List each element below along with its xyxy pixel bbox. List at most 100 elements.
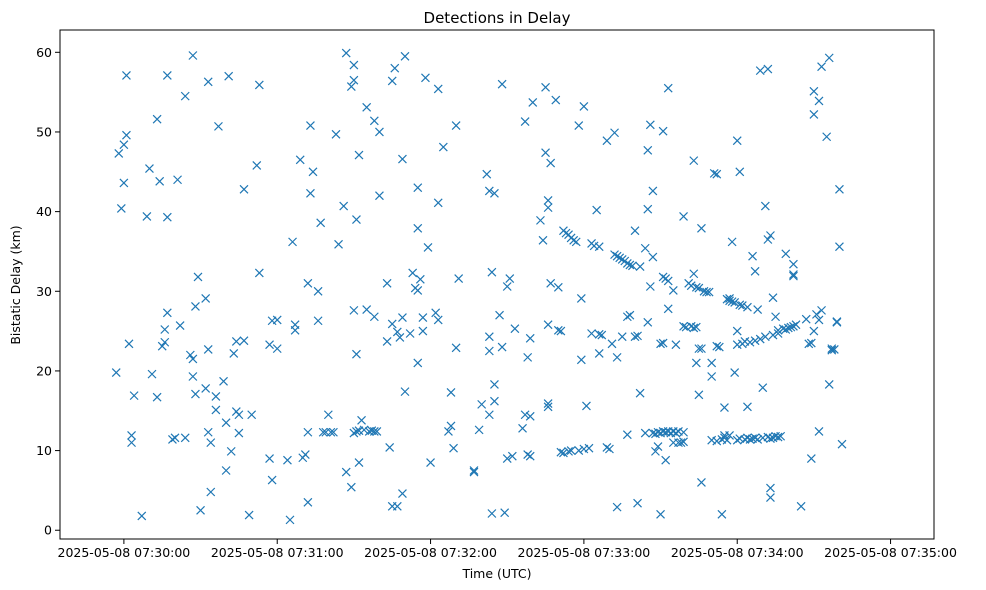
x-axis-label: Time (UTC) [461, 566, 531, 581]
data-point [203, 427, 213, 437]
data-point [796, 501, 806, 511]
data-point [758, 383, 768, 393]
data-point [341, 467, 351, 477]
data-point [211, 391, 221, 401]
data-point [551, 95, 561, 105]
data-point [155, 176, 165, 186]
data-point [193, 272, 203, 282]
data-point [546, 158, 556, 168]
data-point [536, 215, 545, 225]
data-point [484, 332, 494, 342]
data-point [168, 435, 177, 444]
data-point [584, 443, 594, 453]
y-tick-label: 40 [36, 204, 52, 219]
data-point [413, 183, 423, 193]
data-point [116, 204, 126, 213]
data-point [444, 427, 453, 436]
data-point [574, 446, 584, 456]
data-point [362, 305, 372, 315]
data-point [254, 268, 264, 278]
data-point [354, 150, 364, 160]
data-point [469, 467, 479, 477]
data-point [668, 286, 678, 295]
data-point [329, 427, 338, 437]
x-tick-label: 2025-05-08 07:34:00 [671, 545, 804, 560]
data-point [645, 282, 655, 291]
data-point [743, 402, 752, 412]
data-point [390, 63, 400, 73]
data-point [829, 344, 839, 354]
data-point [469, 466, 479, 475]
data-point [605, 444, 614, 454]
data-point [431, 308, 441, 318]
data-point [525, 451, 535, 461]
data-point [763, 235, 773, 244]
data-point [490, 396, 499, 406]
data-point [520, 410, 530, 420]
data-point [694, 283, 704, 293]
data-point [663, 276, 673, 286]
data-point [553, 282, 563, 292]
data-point [426, 458, 435, 467]
data-point [124, 339, 134, 349]
data-point [474, 425, 484, 435]
data-point [824, 53, 834, 63]
data-point [582, 401, 591, 411]
y-axis-label: Bistatic Delay (km) [8, 225, 23, 344]
data-point [369, 312, 379, 322]
data-point [349, 60, 359, 70]
data-point [679, 211, 688, 221]
data-point [653, 442, 663, 452]
data-point [727, 237, 737, 247]
data-point [203, 344, 213, 354]
data-point [658, 272, 668, 282]
data-point [272, 344, 282, 354]
data-point [313, 316, 323, 326]
data-point [671, 340, 681, 350]
data-point [809, 326, 819, 336]
data-point [689, 269, 699, 279]
data-point [541, 82, 550, 92]
data-point [331, 129, 341, 139]
data-point [755, 334, 765, 344]
data-point [505, 274, 515, 283]
data-point [162, 308, 172, 318]
data-point [346, 82, 356, 91]
data-point [239, 336, 249, 346]
data-point [656, 339, 665, 349]
data-point [594, 329, 604, 339]
plot-area [60, 30, 934, 539]
data-point [303, 497, 313, 507]
data-point [704, 287, 714, 297]
data-point [454, 274, 464, 283]
data-point [400, 387, 410, 397]
data-point [622, 430, 632, 440]
data-point [633, 331, 642, 341]
data-point [339, 201, 349, 211]
data-point [188, 372, 198, 381]
data-point [786, 322, 796, 332]
data-point [691, 282, 701, 292]
data-point [676, 438, 686, 448]
data-point [247, 410, 257, 420]
data-point [592, 205, 602, 215]
data-point [781, 249, 791, 259]
y-tick-label: 60 [36, 45, 52, 60]
data-point [160, 337, 170, 347]
data-point [487, 509, 497, 518]
data-point [334, 239, 343, 249]
data-point [180, 433, 190, 443]
data-point [658, 126, 668, 136]
data-point [633, 498, 642, 508]
data-point [809, 86, 819, 96]
data-point [308, 167, 318, 177]
data-point [127, 431, 136, 440]
data-point [446, 421, 456, 431]
data-point [766, 483, 775, 493]
data-point [730, 368, 740, 377]
data-point [451, 121, 461, 131]
data-points-group [111, 48, 847, 525]
data-point [727, 297, 737, 307]
